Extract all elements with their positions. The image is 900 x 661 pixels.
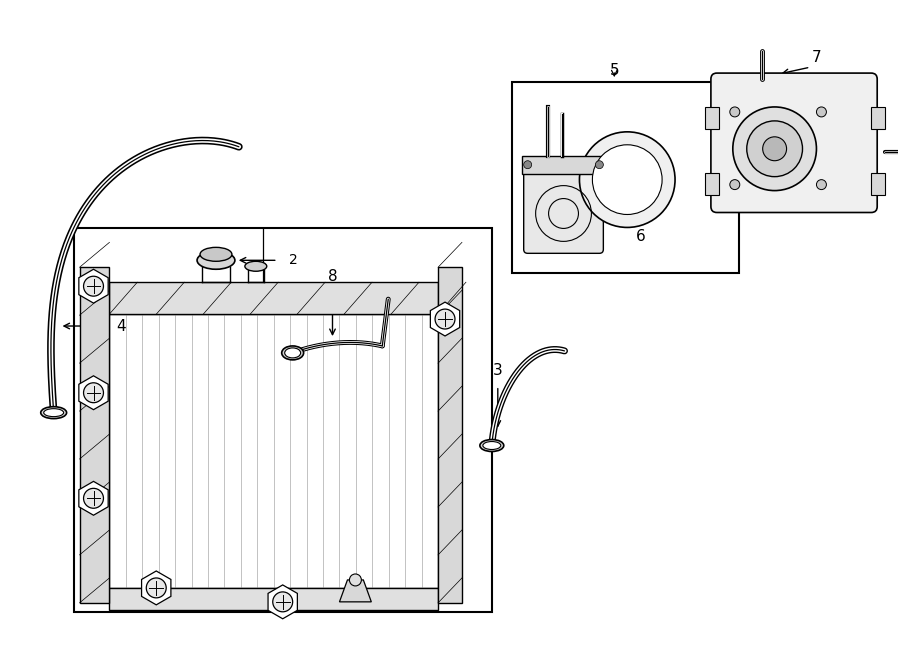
Bar <box>110 282 438 314</box>
Text: 5: 5 <box>609 63 619 77</box>
Polygon shape <box>141 571 171 605</box>
Circle shape <box>816 180 826 190</box>
Circle shape <box>596 161 603 169</box>
Text: 4: 4 <box>117 319 126 334</box>
Text: 7: 7 <box>812 50 822 65</box>
Ellipse shape <box>245 261 266 271</box>
Bar <box>74 229 491 612</box>
Circle shape <box>147 578 166 598</box>
Bar <box>871 173 886 194</box>
Bar <box>438 267 462 603</box>
Text: 3: 3 <box>493 364 503 378</box>
Bar <box>79 267 110 603</box>
Circle shape <box>349 574 362 586</box>
Bar <box>871 107 886 129</box>
Circle shape <box>592 145 662 214</box>
Bar <box>110 314 438 588</box>
Circle shape <box>84 383 104 403</box>
Circle shape <box>84 488 104 508</box>
Polygon shape <box>79 269 108 303</box>
Circle shape <box>84 276 104 296</box>
Circle shape <box>730 107 740 117</box>
Circle shape <box>730 180 740 190</box>
Ellipse shape <box>282 346 303 360</box>
Circle shape <box>762 137 787 161</box>
Text: 2: 2 <box>289 253 298 267</box>
Ellipse shape <box>44 408 64 416</box>
Ellipse shape <box>483 442 500 449</box>
Ellipse shape <box>284 348 301 358</box>
FancyBboxPatch shape <box>524 158 603 253</box>
Bar <box>110 588 438 610</box>
Polygon shape <box>79 376 108 410</box>
Polygon shape <box>339 580 372 602</box>
Ellipse shape <box>197 251 235 269</box>
Polygon shape <box>430 302 460 336</box>
Circle shape <box>816 107 826 117</box>
Text: 8: 8 <box>328 269 338 284</box>
Ellipse shape <box>40 407 67 418</box>
Bar <box>522 156 609 174</box>
Circle shape <box>580 132 675 227</box>
FancyBboxPatch shape <box>711 73 878 212</box>
Circle shape <box>524 161 532 169</box>
Bar <box>705 107 719 129</box>
Circle shape <box>273 592 292 612</box>
Circle shape <box>435 309 455 329</box>
Polygon shape <box>79 481 108 515</box>
Polygon shape <box>268 585 297 619</box>
Bar <box>705 173 719 194</box>
Text: 6: 6 <box>636 229 646 244</box>
Ellipse shape <box>200 247 232 261</box>
Circle shape <box>747 121 803 176</box>
Circle shape <box>733 107 816 190</box>
Bar <box>512 82 739 273</box>
Ellipse shape <box>480 440 504 451</box>
Text: 1: 1 <box>258 282 267 297</box>
